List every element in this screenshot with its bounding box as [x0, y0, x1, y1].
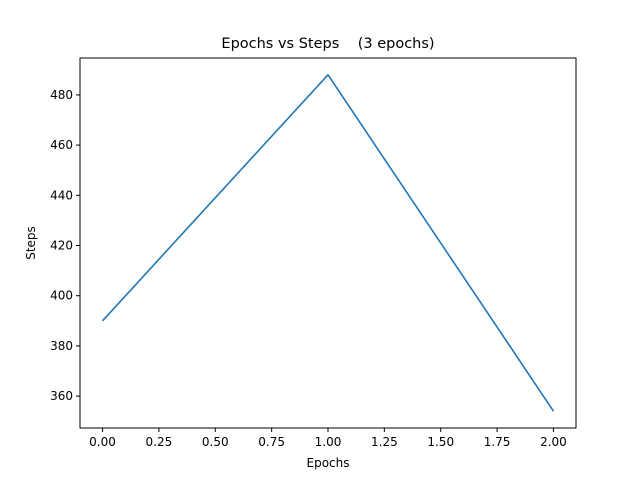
y-tick-label: 460: [50, 138, 73, 152]
x-tick-label: 0.00: [89, 435, 116, 449]
x-tick-label: 1.25: [371, 435, 398, 449]
plot-frame: [79, 57, 577, 429]
y-tick-label: 440: [50, 188, 73, 202]
chart-title: Epochs vs Steps (3 epochs): [221, 36, 434, 52]
y-tick-label: 360: [50, 389, 73, 403]
y-tick-label: 420: [50, 239, 73, 253]
y-tick-label: 400: [50, 289, 73, 303]
x-tick-label: 0.25: [146, 435, 173, 449]
x-tick-label: 1.00: [315, 435, 342, 449]
y-axis-label: Steps: [24, 226, 38, 260]
series-layer: [101, 74, 555, 412]
x-tick-label: 0.75: [258, 435, 285, 449]
y-tick-label: 380: [50, 339, 73, 353]
x-axis-label: Epochs: [307, 456, 350, 470]
x-tick-label: 1.75: [484, 435, 511, 449]
series-line: [101, 74, 555, 412]
x-tick-label: 0.50: [202, 435, 229, 449]
y-axis-ticks: 360 380 400 420 440 460 480: [50, 88, 80, 403]
x-axis-ticks: 0.00 0.25 0.50 0.75 1.00 1.25 1.50 1.75 2.00: [89, 428, 567, 449]
y-tick-label: 480: [50, 88, 73, 102]
x-tick-label: 2.00: [540, 435, 567, 449]
x-tick-label: 1.50: [427, 435, 454, 449]
